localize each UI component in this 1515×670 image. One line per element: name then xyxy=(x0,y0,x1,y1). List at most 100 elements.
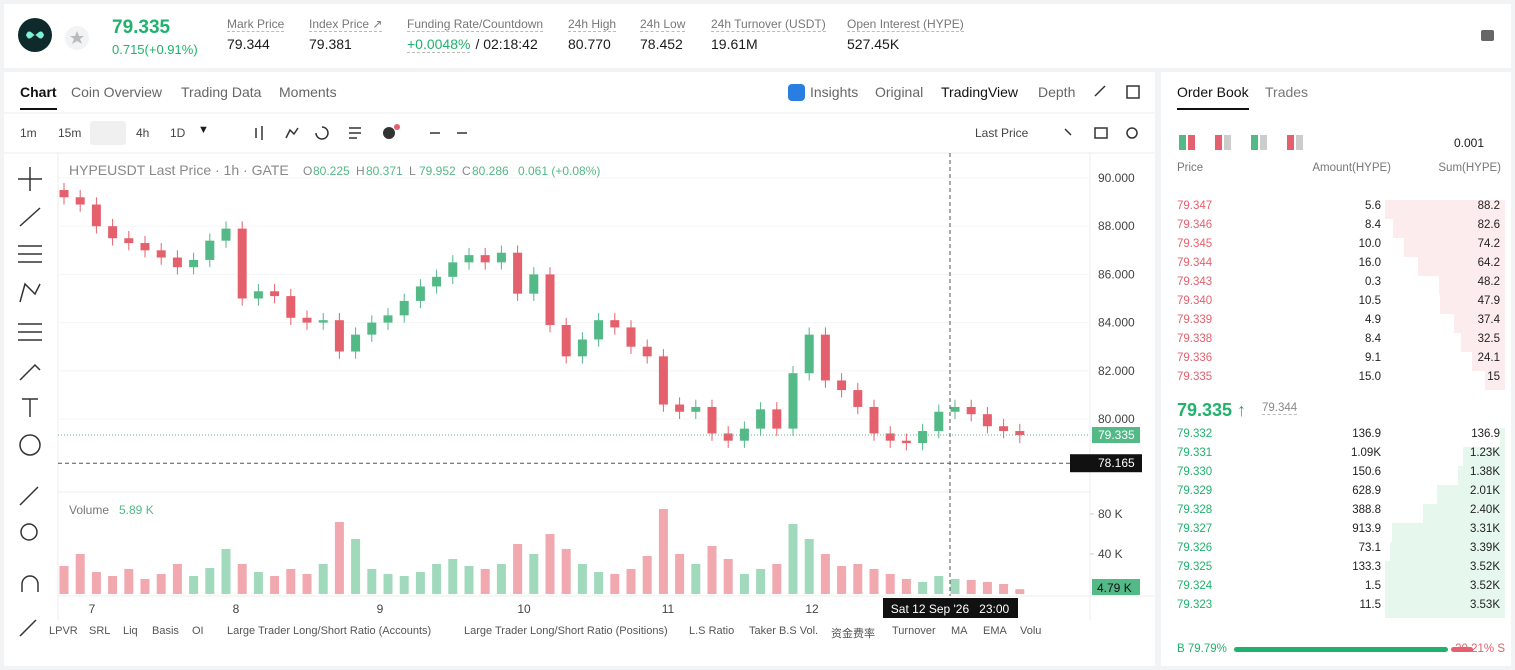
volume-bar xyxy=(448,559,458,594)
depth-bar xyxy=(1460,333,1505,352)
depth-bar xyxy=(1389,542,1505,561)
volume-bar xyxy=(108,576,118,594)
candle-body xyxy=(432,276,442,287)
chart-tab[interactable]: Trading Data xyxy=(181,84,262,100)
chart-tab[interactable]: Moments xyxy=(279,84,337,100)
ob-tab[interactable]: Trades xyxy=(1265,84,1309,100)
depth-bar xyxy=(1392,219,1505,238)
view-tab[interactable]: TradingView xyxy=(941,84,1019,100)
volume-bar xyxy=(124,569,134,594)
interval-btn[interactable]: 1m xyxy=(20,126,37,140)
depth-bar xyxy=(1385,561,1505,580)
candle-body xyxy=(869,406,879,434)
ob-sum: 2.40K xyxy=(1469,504,1500,516)
depth-bar xyxy=(1439,295,1505,314)
book-view-btn[interactable] xyxy=(1215,135,1231,150)
volume-value: 5.89 K xyxy=(119,503,154,517)
ob-sum: 24.1 xyxy=(1477,352,1500,364)
indicator-btn[interactable]: SRL xyxy=(89,625,111,637)
candle-body xyxy=(205,240,215,260)
ob-row: 79.328 388.8 2.40K xyxy=(1170,504,1505,523)
ob-row: 79.331 1.09K 1.23K xyxy=(1170,447,1505,466)
chart-tab[interactable]: Chart xyxy=(20,84,57,110)
ob-price: 79.338 xyxy=(1177,333,1213,345)
ob-tab[interactable]: Order Book xyxy=(1177,84,1249,110)
ob-amount: 15.0 xyxy=(1358,371,1381,383)
depth-bar xyxy=(1436,485,1505,504)
indicator-btn[interactable]: EMA xyxy=(983,625,1007,637)
indicator-btn[interactable]: Large Trader Long/Short Ratio (Positions… xyxy=(464,625,668,637)
interval-btn[interactable]: 4h xyxy=(136,126,150,140)
indicator-btn[interactable]: L.S Ratio xyxy=(689,625,735,637)
y-tick-label: 84.000 xyxy=(1098,316,1135,330)
x-tick-label: 10 xyxy=(517,602,531,616)
candle-body xyxy=(156,250,166,258)
candle-body xyxy=(480,255,490,263)
indicator-btn[interactable]: Turnover xyxy=(892,625,936,637)
indicator-btn[interactable]: MA xyxy=(951,625,968,637)
view-tab[interactable]: Insights xyxy=(810,84,859,100)
book-view-btn[interactable] xyxy=(1251,135,1267,150)
indicator-btn[interactable]: Liq xyxy=(123,625,138,637)
ohlc-value: 80.225 xyxy=(313,164,350,178)
ob-sum: 1.23K xyxy=(1469,447,1500,459)
candle-body xyxy=(723,433,733,441)
price-type-btn[interactable]: Last Price xyxy=(975,126,1029,140)
stat-label: Funding Rate/Countdown xyxy=(407,17,544,32)
candle-body xyxy=(270,291,280,297)
volume-bar xyxy=(189,576,199,594)
depth-bar xyxy=(1454,314,1505,333)
y-tick-label: 88.000 xyxy=(1098,219,1135,233)
volume-bar xyxy=(302,574,312,594)
ob-sum: 15 xyxy=(1487,371,1500,383)
last-volume-tag xyxy=(1092,579,1140,595)
candle-body xyxy=(367,322,377,335)
volume-bar xyxy=(1015,589,1025,594)
favorite[interactable] xyxy=(64,25,90,51)
candle-body xyxy=(934,411,944,432)
indicator-btn[interactable]: 资金费率 xyxy=(831,628,875,640)
indicator-btn[interactable]: Basis xyxy=(152,625,179,637)
indicator-btn[interactable]: Volu xyxy=(1020,625,1042,637)
y-tick-label: 82.000 xyxy=(1098,364,1135,378)
book-view-btn[interactable] xyxy=(1179,135,1195,150)
depth-bar xyxy=(1392,523,1505,542)
crosshair-price-tag xyxy=(1070,454,1142,473)
candle-body xyxy=(999,426,1009,432)
ob-price: 79.332 xyxy=(1177,428,1213,440)
indicator-btn[interactable]: LPVR xyxy=(49,625,78,637)
ob-sum: 32.5 xyxy=(1477,333,1500,345)
menu-icon[interactable] xyxy=(1478,26,1498,46)
volume-bar xyxy=(982,582,992,594)
book-view-btn[interactable] xyxy=(1287,135,1303,150)
volume-bar xyxy=(918,582,928,594)
stat-value: +0.0048% xyxy=(407,36,471,53)
precision-btn[interactable]: 0.001 xyxy=(1454,136,1485,150)
depth-bar xyxy=(1484,371,1505,390)
indicator-btn[interactable]: OI xyxy=(192,625,204,637)
depth-bar xyxy=(1463,447,1505,466)
ob-price: 79.339 xyxy=(1177,314,1213,326)
volume-bar xyxy=(383,574,393,594)
ob-row: 79.330 150.6 1.38K xyxy=(1170,466,1505,485)
ob-row: 79.335 15.0 15 xyxy=(1170,371,1505,390)
interval-btn[interactable]: 1D xyxy=(170,126,186,140)
indicator-btn[interactable]: Large Trader Long/Short Ratio (Accounts) xyxy=(227,625,432,637)
candle-body xyxy=(966,406,976,415)
candle-body xyxy=(804,334,814,374)
chart-tab[interactable]: Coin Overview xyxy=(71,84,163,100)
volume-bar xyxy=(739,574,749,594)
ob-row: 79.332 136.9 136.9 xyxy=(1170,428,1505,447)
interval-btn[interactable]: 15m xyxy=(58,126,82,140)
candle-body xyxy=(108,226,118,239)
indicator-btn[interactable]: Taker B.S Vol. xyxy=(749,625,819,637)
stat-value: 78.452 xyxy=(640,36,683,52)
y-tick-label: 90.000 xyxy=(1098,171,1135,185)
stat-value: 79.381 xyxy=(309,36,352,52)
ob-row: 79.324 1.5 3.52K xyxy=(1170,580,1505,599)
view-tab[interactable]: Original xyxy=(875,84,924,100)
view-tab[interactable]: Depth xyxy=(1038,84,1076,100)
volume-bar xyxy=(432,564,442,594)
ohlc-value: 80.371 xyxy=(366,164,403,178)
buy-bar xyxy=(1234,647,1448,652)
